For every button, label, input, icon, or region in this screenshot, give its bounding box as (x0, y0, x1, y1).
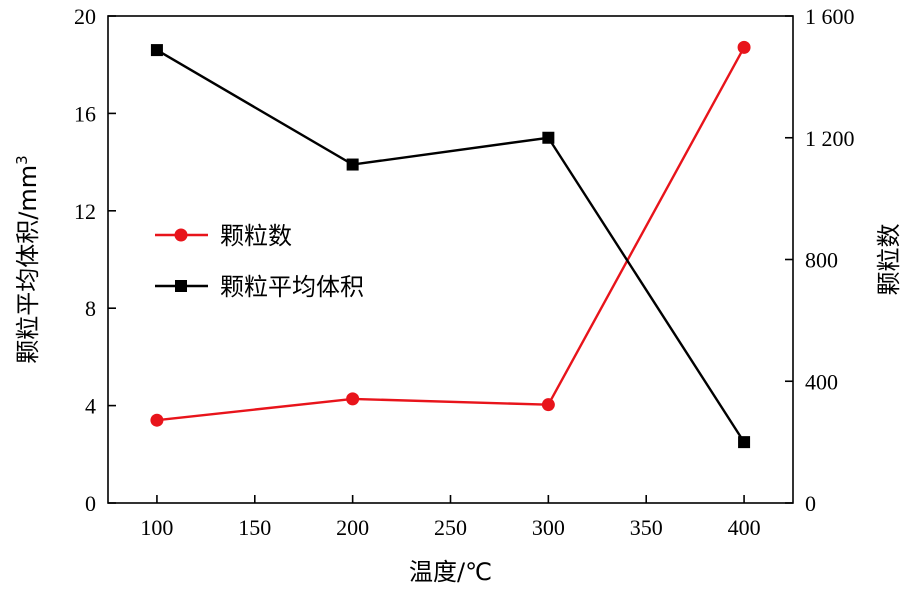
data-point-circle (541, 398, 555, 412)
y-right-tick-label: 400 (805, 369, 838, 394)
y-left-axis-title-superscript: 3 (13, 155, 31, 165)
data-point-square (738, 436, 751, 449)
data-point-circle (150, 413, 164, 427)
series-layer (150, 40, 751, 449)
x-tick-label: 300 (532, 515, 565, 540)
y-right-tick-label: 0 (805, 491, 816, 516)
legend-label: 颗粒数 (220, 222, 292, 250)
y-left-tick-label: 12 (74, 199, 96, 224)
x-tick-label: 100 (140, 515, 173, 540)
x-tick-label: 150 (238, 515, 271, 540)
y-right-tick-label: 1 200 (805, 126, 855, 151)
data-point-circle (346, 392, 360, 406)
y-left-tick-label: 20 (74, 4, 96, 29)
x-tick-label: 250 (434, 515, 467, 540)
legend-marker-circle (174, 228, 188, 242)
x-tick-label: 400 (728, 515, 761, 540)
x-tick-label: 200 (336, 515, 369, 540)
y-left-axis-title-text: 颗粒平均体积/mm (14, 165, 42, 364)
data-point-square (346, 158, 359, 171)
x-axis-title: 温度/℃ (409, 558, 492, 586)
plot-frame (107, 15, 794, 504)
y-right-tick-label: 800 (805, 248, 838, 273)
y-left-tick-label: 0 (85, 491, 96, 516)
data-point-square (542, 131, 555, 144)
y-left-axis-title: 颗粒平均体积/mm3 (13, 155, 42, 363)
y-left-tick-label: 4 (85, 394, 96, 419)
legend-label: 颗粒平均体积 (220, 273, 364, 301)
series-line-1 (156, 49, 746, 443)
y-right-axis-title: 颗粒数 (875, 224, 903, 296)
series-line-0 (156, 46, 746, 422)
y-left-tick-label: 8 (85, 296, 96, 321)
data-point-square (150, 44, 163, 57)
data-point-circle (737, 40, 751, 54)
y-left-tick-label: 16 (74, 101, 96, 126)
y-right-tick-label: 1 600 (805, 4, 855, 29)
legend-marker-square (175, 280, 187, 292)
x-tick-label: 350 (630, 515, 663, 540)
